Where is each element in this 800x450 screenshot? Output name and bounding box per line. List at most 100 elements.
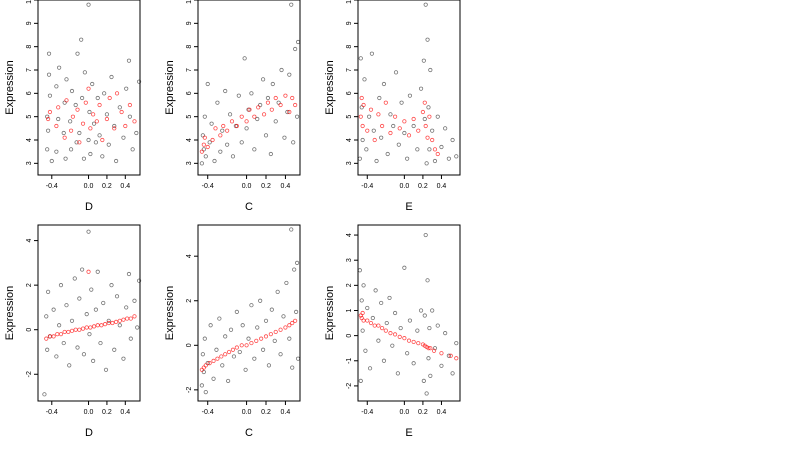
data-point: [106, 318, 111, 323]
data-point: [127, 102, 132, 108]
data-point: [268, 151, 273, 157]
data-point: [214, 347, 219, 352]
data-point: [75, 51, 80, 56]
data-point: [207, 140, 212, 145]
data-point: [46, 128, 51, 133]
data-point: [82, 70, 87, 75]
y-tick-label: -2: [26, 371, 33, 377]
data-point: [49, 158, 54, 164]
data-point: [73, 102, 78, 108]
data-point: [423, 2, 428, 7]
data-point: [121, 135, 126, 140]
data-point: [454, 341, 459, 346]
data-point: [426, 105, 431, 110]
data-point: [287, 72, 292, 77]
data-point: [380, 325, 385, 331]
data-point: [77, 296, 82, 301]
y-axis-title: Expression: [164, 286, 176, 340]
series-2: [44, 269, 137, 341]
data-point: [64, 303, 69, 308]
data-point: [136, 79, 142, 84]
data-point: [239, 140, 244, 145]
y-tick-label: 5: [26, 115, 33, 119]
data-point: [390, 343, 395, 348]
data-point: [392, 310, 398, 316]
data-point: [422, 116, 427, 122]
data-point: [203, 154, 208, 159]
x-tick-label: 0.2: [102, 409, 112, 416]
data-point: [87, 332, 92, 337]
panel-1: -0.4 0.0 0.2 0.4 3 4 5 6 7 8 9 10 D Expression: [4, 0, 142, 213]
panel-5: -0.4 0.0 0.2 0.4 -2 0 2 4 C Expression: [164, 224, 301, 439]
data-point: [379, 135, 384, 140]
data-point: [246, 336, 251, 341]
series-1: [42, 229, 142, 397]
data-point: [427, 114, 432, 119]
data-point: [392, 332, 398, 337]
data-point: [255, 116, 260, 122]
data-point: [423, 123, 428, 129]
data-point: [293, 318, 298, 323]
data-point: [402, 130, 407, 136]
data-point: [381, 358, 387, 363]
data-point: [252, 147, 257, 152]
data-point: [368, 320, 374, 326]
data-point: [360, 137, 365, 143]
data-point: [202, 336, 207, 341]
data-point: [364, 147, 369, 152]
data-point: [126, 58, 132, 63]
y-tick-label: 3: [346, 258, 353, 262]
data-point: [45, 114, 50, 119]
data-point: [358, 378, 363, 383]
data-point: [421, 58, 426, 63]
data-point: [226, 349, 232, 355]
data-point: [268, 332, 273, 337]
data-point: [379, 300, 384, 306]
data-point: [244, 126, 249, 131]
x-tick-label: 0.0: [242, 183, 252, 190]
data-point: [294, 260, 300, 265]
data-point: [47, 93, 53, 98]
y-tick-label: 7: [26, 68, 33, 72]
data-point: [62, 135, 67, 140]
data-point: [208, 323, 213, 328]
data-point: [287, 336, 292, 341]
y-tick-label: 3: [26, 161, 33, 165]
data-point: [211, 358, 216, 363]
data-point: [109, 74, 114, 80]
y-tick-label: 5: [186, 115, 193, 119]
data-point: [106, 320, 111, 326]
data-point: [135, 325, 140, 330]
y-tick-label: 3: [346, 161, 353, 165]
data-point: [121, 356, 126, 361]
data-point: [425, 278, 430, 283]
data-point: [360, 123, 365, 129]
x-axis-title: D: [85, 201, 93, 213]
y-tick-label: 8: [346, 45, 353, 49]
data-point: [427, 325, 432, 331]
data-point: [234, 309, 239, 314]
data-point: [100, 137, 105, 143]
data-point: [418, 308, 424, 313]
data-point: [207, 361, 212, 366]
series-1: [199, 2, 301, 166]
data-point: [254, 338, 259, 343]
y-tick-label: 5: [346, 115, 353, 119]
data-point: [46, 116, 51, 122]
data-point: [75, 107, 80, 112]
x-tick-label: 0.0: [84, 409, 94, 416]
data-point: [282, 135, 287, 140]
data-point: [66, 329, 71, 335]
data-point: [430, 308, 435, 313]
data-point: [421, 378, 426, 383]
x-tick-label: -0.4: [46, 409, 58, 416]
data-point: [273, 119, 278, 124]
data-point: [265, 100, 271, 105]
plot-frame: [197, 224, 301, 402]
plot-frame: [197, 0, 301, 176]
data-point: [450, 137, 455, 143]
data-point: [426, 356, 431, 361]
data-point: [69, 328, 75, 333]
data-point: [397, 334, 402, 339]
y-tick-label: 1: [346, 308, 353, 312]
